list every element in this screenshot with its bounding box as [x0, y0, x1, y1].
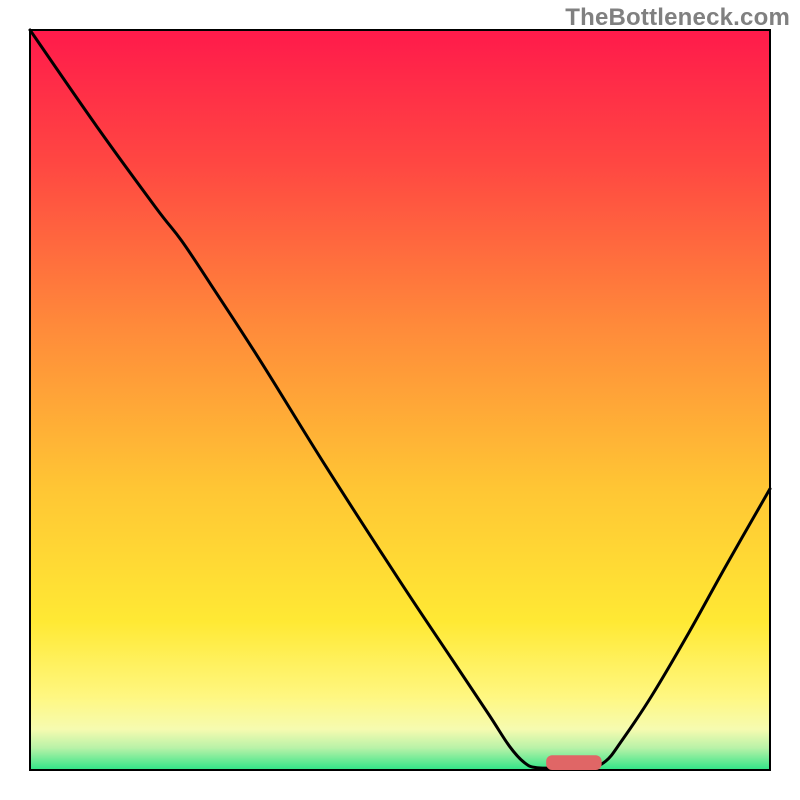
plot-background — [30, 30, 770, 770]
chart-frame: TheBottleneck.com — [0, 0, 800, 800]
bottleneck-curve-chart — [0, 0, 800, 800]
sweet-spot-marker — [546, 755, 602, 770]
